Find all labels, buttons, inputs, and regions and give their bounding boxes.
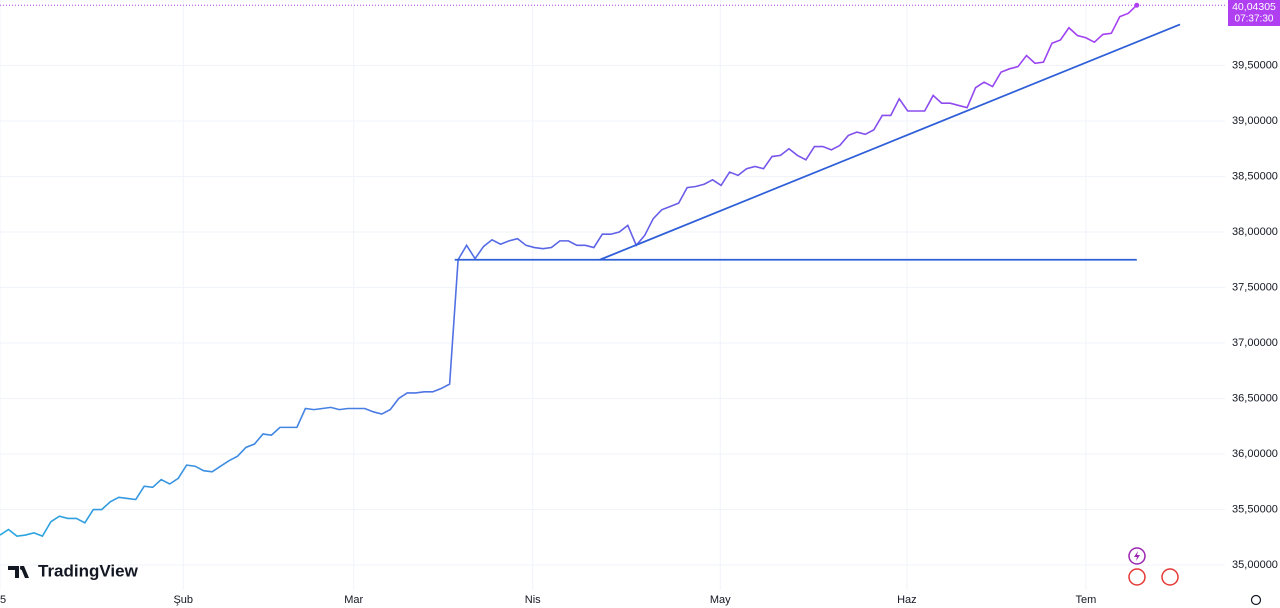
x-tick-label: Şub	[173, 594, 193, 606]
logo-dot	[20, 566, 24, 570]
y-tick-label: 37,00000	[1232, 337, 1278, 349]
logo: TradingView	[8, 561, 139, 580]
y-tick-label: 35,50000	[1232, 503, 1278, 515]
x-tick-label: Nis	[525, 594, 541, 606]
y-tick-label: 39,00000	[1232, 115, 1278, 127]
flag-icon	[1161, 568, 1179, 586]
y-tick-label: 38,00000	[1232, 226, 1278, 238]
event-bolt	[1134, 551, 1140, 561]
brand: TradingView	[38, 561, 139, 580]
y-tick-label: 38,50000	[1232, 170, 1278, 182]
y-tick-label: 36,50000	[1232, 392, 1278, 404]
x-tick-label: May	[710, 594, 731, 606]
price-label: 40,04305	[1232, 1, 1276, 13]
logo-mark	[8, 566, 29, 578]
icons	[1128, 547, 1262, 606]
x-tick-label: Tem	[1075, 594, 1096, 606]
y-tick-label: 39,50000	[1232, 59, 1278, 71]
trend-line	[599, 23, 1181, 261]
flag-icon	[1128, 568, 1146, 586]
settings-icon[interactable]	[1250, 594, 1262, 606]
x-tick-label: Mar	[344, 594, 363, 606]
x-tick-label: 25	[0, 594, 6, 606]
price-badge	[1228, 0, 1280, 26]
x-tick-label: Haz	[897, 594, 917, 606]
price-line	[0, 4, 1138, 538]
y-tick-label: 36,00000	[1232, 448, 1278, 460]
y-tick-label: 35,00000	[1232, 559, 1278, 571]
last-point	[1134, 2, 1140, 8]
y-tick-label: 37,50000	[1232, 281, 1278, 293]
countdown: 07:37:30	[1235, 14, 1274, 25]
